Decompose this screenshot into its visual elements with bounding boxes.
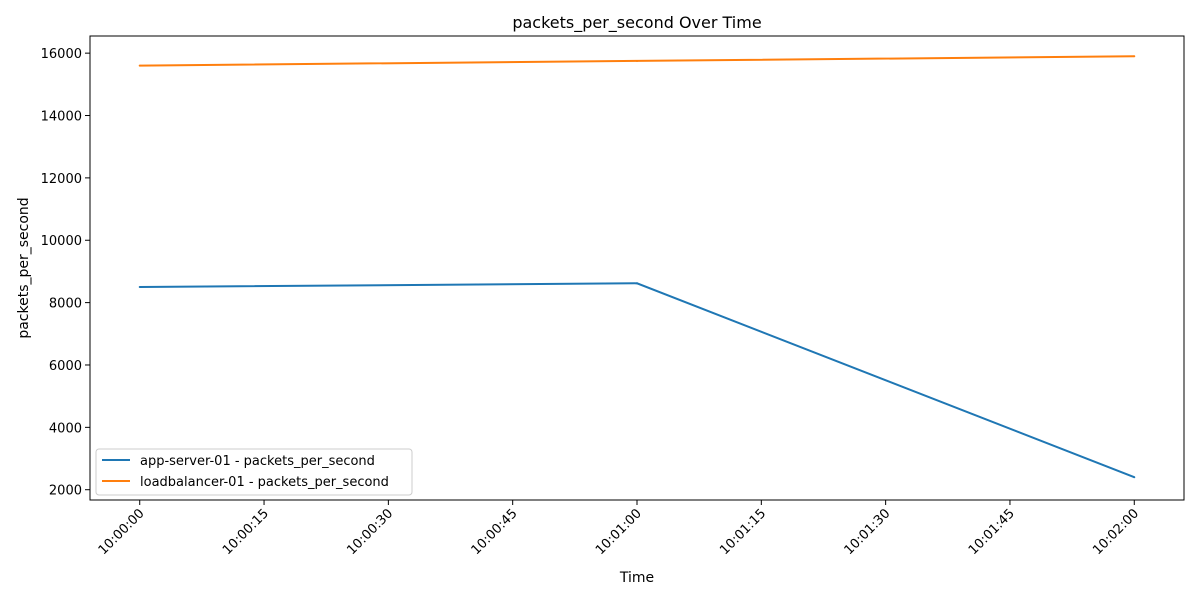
plot-area-frame (89, 35, 1185, 501)
x-tick-label: 10:01:30 (842, 506, 894, 558)
legend: app-server-01 - packets_per_second loadb… (95, 448, 413, 496)
data-point-loadbalancer-01 (138, 64, 141, 67)
x-tick-label: 10:00:15 (220, 506, 272, 558)
x-axis: 10:00:00 10:00:15 10:00:30 10:00:45 10:01:00… (96, 500, 1142, 558)
x-axis-label: Time (619, 570, 654, 586)
y-tick-label: 4000 (49, 421, 82, 436)
x-tick-label: 10:01:45 (966, 506, 1018, 558)
data-point-app-server-01 (636, 282, 638, 285)
legend-label-loadbalancer-01: loadbalancer-01 - packets_per_second (140, 475, 389, 490)
y-tick-label: 16000 (41, 47, 82, 62)
legend-label-app-server-01: app-server-01 - packets_per_second (140, 454, 375, 469)
y-tick-label: 2000 (49, 484, 82, 499)
data-point-app-server-01 (1133, 476, 1136, 479)
chart-title: packets_per_second Over Time (512, 13, 761, 33)
y-tick-label: 8000 (49, 297, 82, 312)
x-tick-label: 10:01:00 (593, 506, 645, 558)
y-tick-label: 12000 (41, 172, 82, 187)
x-tick-label: 10:00:30 (344, 506, 396, 558)
x-tick-label: 10:00:00 (96, 506, 148, 558)
series-layer (138, 55, 1136, 479)
data-point-loadbalancer-01 (636, 59, 638, 62)
data-point-loadbalancer-01 (1133, 55, 1136, 58)
x-tick-label: 10:00:45 (469, 506, 521, 558)
series-line-app-server-01 (139, 282, 1135, 479)
legend-box (95, 448, 413, 496)
y-axis-label: packets_per_second (16, 197, 32, 338)
x-tick-label: 10:02:00 (1090, 506, 1142, 558)
y-tick-label: 6000 (49, 359, 82, 374)
data-point-app-server-01 (138, 286, 141, 289)
y-axis: 2000 4000 6000 8000 10000 12000 14000 16000 (41, 47, 90, 499)
y-tick-label: 10000 (41, 234, 82, 249)
x-tick-label: 10:01:15 (717, 506, 769, 558)
y-tick-label: 14000 (41, 110, 82, 125)
